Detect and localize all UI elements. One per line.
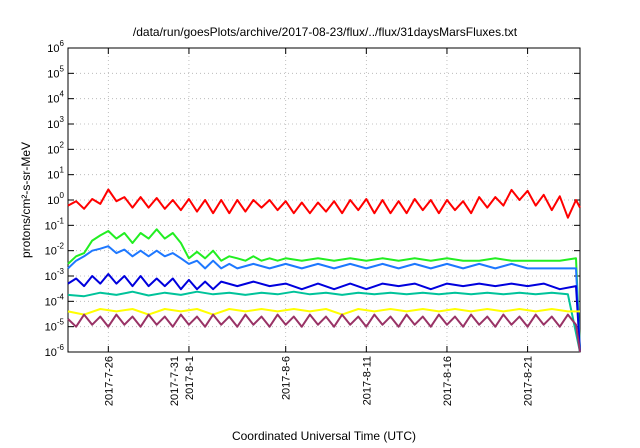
y-axis-ticks: 10-6 10-5 10-4 10-3 10-2 10-1 100 101 102 103 104 1… [45,39,580,359]
series-line-5 [67,290,581,353]
series-line-4 [67,273,581,353]
y-tick-label: 105 [47,64,64,80]
x-tick-label: 2017-8-16 [442,356,454,406]
grid-lines [68,48,580,352]
y-tick-label: 102 [47,140,64,156]
series-line-2 [67,228,581,353]
y-tick-label: 10-2 [45,242,65,258]
y-tick-label: 101 [47,166,64,182]
y-tick-label: 10-4 [45,292,65,308]
x-tick-label: 2017-8-21 [523,356,535,406]
chart-title: /data/run/goesPlots/archive/2017-08-23/f… [133,25,518,39]
series-layer [67,188,581,353]
x-tick-label: 2017-8-6 [281,356,293,400]
x-tick-label: 2017-8-11 [361,356,373,405]
y-tick-label: 10-5 [45,318,65,334]
y-tick-label: 103 [47,115,64,131]
y-tick-label: 100 [47,191,64,207]
series-line-6 [67,308,580,316]
x-tick-label: 2017-8-1 [184,356,196,400]
y-tick-label: 10-6 [45,343,65,359]
series-line-7 [67,313,581,353]
series-line-1 [67,188,581,219]
y-axis-title: protons/cm²-s-sr-MeV [19,142,33,258]
series-line-3 [67,245,581,353]
x-axis-ticks: 2017-7-26 2017-7-31 2017-8-1 2017-8-6 2017-8… [103,48,535,406]
x-tick-label: 2017-7-26 [103,356,115,406]
y-tick-label: 104 [47,90,64,106]
x-tick-label: 2017-7-31 [169,356,181,406]
y-tick-label: 10-1 [45,216,65,232]
x-axis-title: Coordinated Universal Time (UTC) [232,429,416,443]
y-tick-label: 106 [47,39,64,55]
y-tick-label: 10-3 [45,267,65,283]
